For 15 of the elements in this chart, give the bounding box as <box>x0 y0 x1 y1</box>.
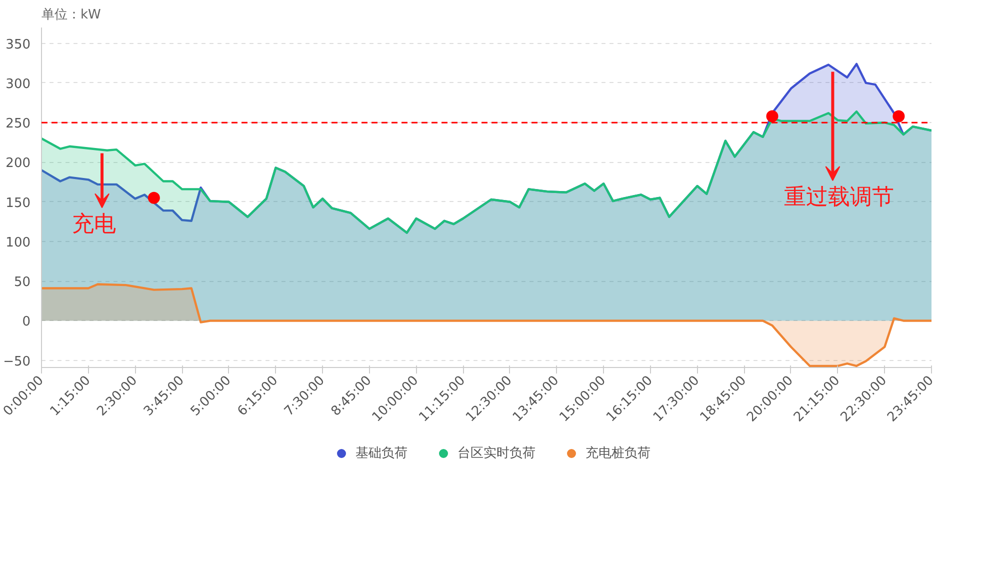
annotation: 重过载调节 <box>784 185 894 210</box>
y-tick-label: 200 <box>6 156 31 172</box>
y-tick-label: 150 <box>6 196 31 211</box>
y-tick-label: 0 <box>22 314 31 330</box>
y-tick-label: 50 <box>14 275 31 290</box>
legend-label: 台区实时负荷 <box>458 445 536 462</box>
y-tick-label: 250 <box>6 116 31 132</box>
y-tick-label: 100 <box>6 235 31 250</box>
legend-label: 充电桩负荷 <box>586 445 650 462</box>
y-tick-label: 350 <box>6 37 31 52</box>
y-axis-title: 单位：kW <box>42 8 102 22</box>
y-tick-label: 300 <box>6 76 31 92</box>
legend-label: 基础负荷 <box>356 445 408 462</box>
y-tick-label: −50 <box>3 354 31 370</box>
annotation: 充电 <box>72 212 116 238</box>
